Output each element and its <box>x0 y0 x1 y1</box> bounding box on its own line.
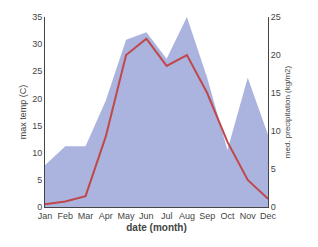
svg-text:Jan: Jan <box>38 211 53 221</box>
svg-text:0: 0 <box>271 202 276 212</box>
svg-text:10: 10 <box>271 126 281 136</box>
svg-text:Mar: Mar <box>78 211 94 221</box>
svg-text:15: 15 <box>32 121 42 131</box>
svg-text:25: 25 <box>32 66 42 76</box>
svg-text:30: 30 <box>32 39 42 49</box>
svg-text:max temp (C): max temp (C) <box>18 85 28 140</box>
svg-text:med. precipitation (kg/m2): med. precipitation (kg/m2) <box>283 65 292 158</box>
svg-text:Jul: Jul <box>161 211 173 221</box>
svg-text:Jun: Jun <box>139 211 154 221</box>
svg-text:20: 20 <box>271 50 281 60</box>
svg-text:10: 10 <box>32 148 42 158</box>
svg-text:5: 5 <box>37 175 42 185</box>
svg-text:May: May <box>118 211 136 221</box>
svg-text:Sep: Sep <box>199 211 215 221</box>
svg-text:Aug: Aug <box>179 211 195 221</box>
svg-text:Dec: Dec <box>260 211 277 221</box>
svg-text:Apr: Apr <box>99 211 113 221</box>
svg-text:5: 5 <box>271 164 276 174</box>
svg-text:Nov: Nov <box>240 211 257 221</box>
svg-text:0: 0 <box>37 202 42 212</box>
svg-text:Oct: Oct <box>220 211 235 221</box>
svg-text:20: 20 <box>32 94 42 104</box>
svg-text:25: 25 <box>271 12 281 22</box>
svg-text:15: 15 <box>271 88 281 98</box>
svg-text:35: 35 <box>32 12 42 22</box>
svg-text:date (month): date (month) <box>126 222 187 233</box>
svg-text:Feb: Feb <box>58 211 74 221</box>
